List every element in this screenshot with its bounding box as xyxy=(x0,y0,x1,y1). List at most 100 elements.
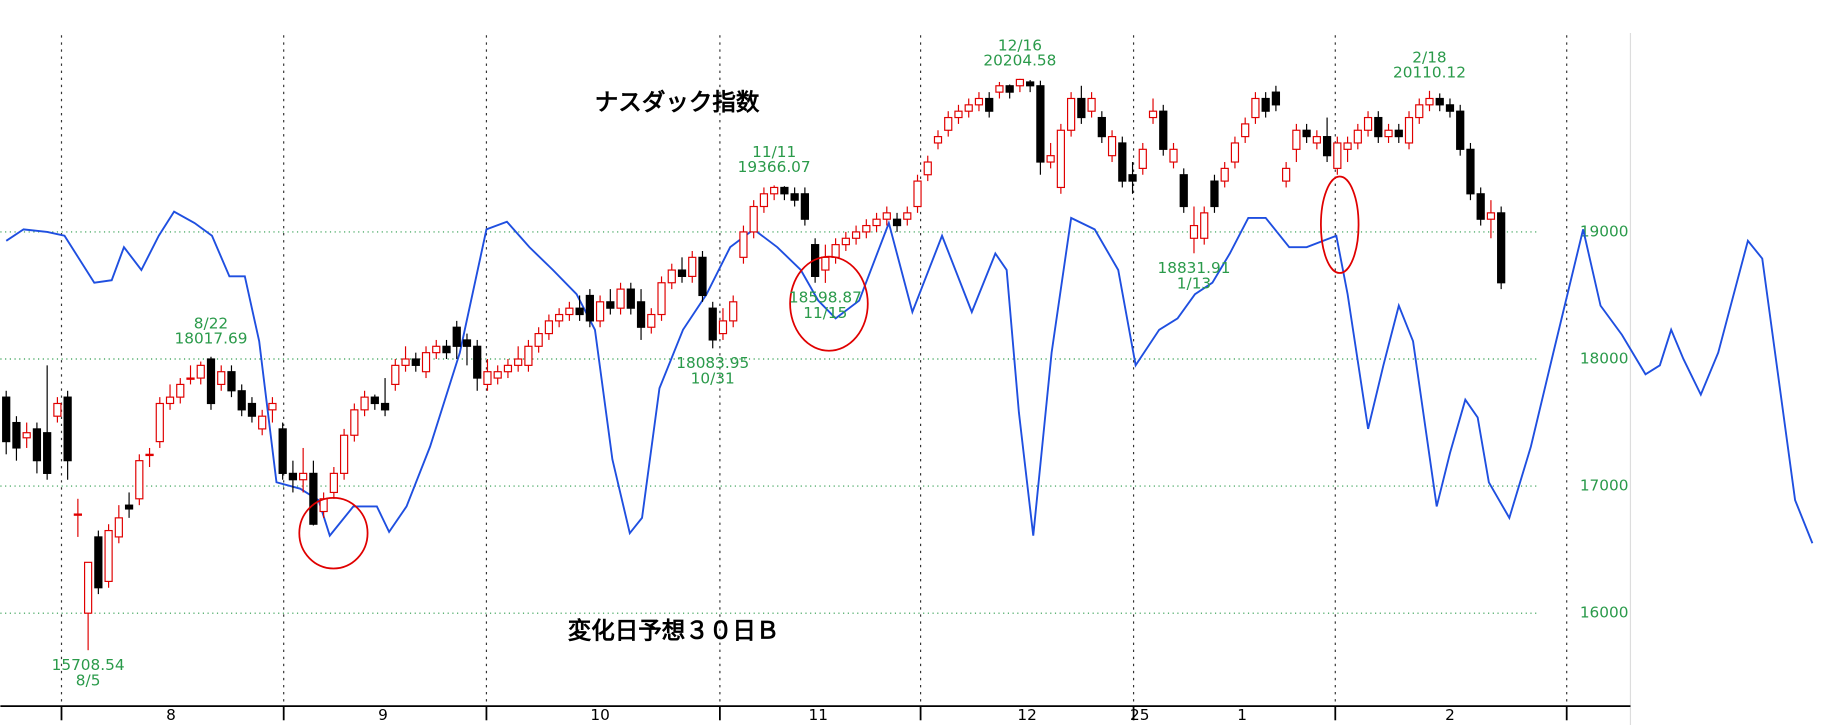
candle-body xyxy=(1445,104,1455,112)
annotation-date: 10/31 xyxy=(691,369,735,387)
candle-body xyxy=(1415,104,1424,119)
candle-body xyxy=(1138,148,1147,169)
annotation-date: 1/13 xyxy=(1177,274,1211,292)
annotation-value: 18017.69 xyxy=(174,330,247,348)
candle-body xyxy=(933,136,943,144)
candle-body xyxy=(288,472,298,481)
highlight-circle xyxy=(1320,175,1360,274)
annotation-value: 18083.95 xyxy=(676,354,749,372)
candle-body xyxy=(524,345,533,366)
candle-body xyxy=(1363,116,1373,131)
candle-body xyxy=(770,186,779,195)
candle-body xyxy=(339,434,349,474)
x-tick-label: 25 xyxy=(1130,706,1149,724)
candle-body xyxy=(299,472,308,481)
candle-body xyxy=(278,428,287,474)
candle-body xyxy=(94,536,103,589)
candle-body xyxy=(739,231,748,258)
candle-body xyxy=(1077,97,1086,119)
candle-body xyxy=(841,237,850,246)
candle-body xyxy=(432,345,441,354)
annotation-date: 12/16 xyxy=(998,36,1042,54)
candle-body xyxy=(1302,129,1311,138)
candle-body xyxy=(575,307,584,316)
candle-body xyxy=(985,97,994,112)
annotation-value: 15708.54 xyxy=(52,656,125,674)
y-tick-label: 18000 xyxy=(1580,350,1629,368)
candle-body xyxy=(1200,212,1209,239)
candle-body xyxy=(1241,123,1250,138)
candle-body xyxy=(350,409,359,436)
annotation-date: 11/11 xyxy=(752,143,796,161)
candle-body xyxy=(1210,180,1219,208)
candle-body xyxy=(636,301,646,328)
candle-body xyxy=(329,472,338,494)
candle-body xyxy=(114,517,123,538)
candle-body xyxy=(1107,136,1117,157)
candle-body xyxy=(851,231,861,239)
candle-body xyxy=(585,294,594,322)
candle-body xyxy=(1261,97,1270,112)
candle-body xyxy=(718,320,728,335)
candle-body xyxy=(595,301,605,322)
candle-body xyxy=(1282,167,1291,182)
candle-body xyxy=(1271,91,1281,106)
annotation-value: 20110.12 xyxy=(1393,64,1466,82)
candle-body xyxy=(360,396,369,411)
candle-body xyxy=(401,358,410,366)
candle-body xyxy=(462,339,472,347)
x-tick-label: 9 xyxy=(378,706,388,724)
candle-body xyxy=(1497,212,1506,284)
annotation-value: 18831.91 xyxy=(1157,259,1230,277)
annotation-date: 8/22 xyxy=(194,314,228,332)
candle-body xyxy=(821,256,830,271)
forecast-line xyxy=(5,210,1814,544)
candle-body xyxy=(903,212,912,220)
candle-body xyxy=(1251,97,1260,119)
candle-body xyxy=(913,180,922,208)
y-tick-label: 16000 xyxy=(1580,604,1629,622)
candle-body xyxy=(1435,97,1444,106)
candle-body xyxy=(155,402,164,443)
candle-body xyxy=(1343,142,1352,150)
annotation-date: 2/18 xyxy=(1412,48,1446,66)
candle-body xyxy=(790,193,799,201)
highlight-circle xyxy=(789,255,869,352)
candle-body xyxy=(43,432,52,474)
candle-body xyxy=(104,529,113,582)
candle-body xyxy=(1026,81,1035,87)
candle-body xyxy=(268,402,277,411)
candle-body xyxy=(53,402,62,417)
annotation-value: 18598.87 xyxy=(789,289,862,307)
candle-body xyxy=(831,244,840,258)
candle-body xyxy=(544,320,554,335)
candle-body xyxy=(391,364,400,386)
candle-body xyxy=(1148,110,1158,119)
candle-body xyxy=(411,358,420,366)
candle-body xyxy=(1128,174,1137,182)
candle-body xyxy=(995,85,1004,93)
chart-subtitle: 変化日予想３０日Ｂ xyxy=(568,617,780,645)
candle-body xyxy=(165,396,175,405)
candle-body xyxy=(1056,129,1065,189)
candle-body xyxy=(83,561,93,614)
candle-body xyxy=(1292,129,1301,150)
candle-body xyxy=(196,364,205,379)
candle-body xyxy=(1312,136,1321,144)
candle-body xyxy=(503,364,513,373)
candle-body xyxy=(473,345,482,379)
candle-body xyxy=(1046,155,1055,163)
candle-body xyxy=(73,513,82,516)
candle-body xyxy=(1189,224,1199,239)
candle-body xyxy=(1005,85,1014,93)
candle-body xyxy=(442,345,451,354)
candle-body xyxy=(964,104,973,112)
candle-body xyxy=(1456,110,1465,150)
candle-body xyxy=(1220,167,1229,182)
y-tick-label: 19000 xyxy=(1580,222,1629,240)
x-tick-label: 12 xyxy=(1017,706,1036,724)
candle-body xyxy=(882,212,891,220)
annotation-value: 19366.07 xyxy=(738,158,811,176)
